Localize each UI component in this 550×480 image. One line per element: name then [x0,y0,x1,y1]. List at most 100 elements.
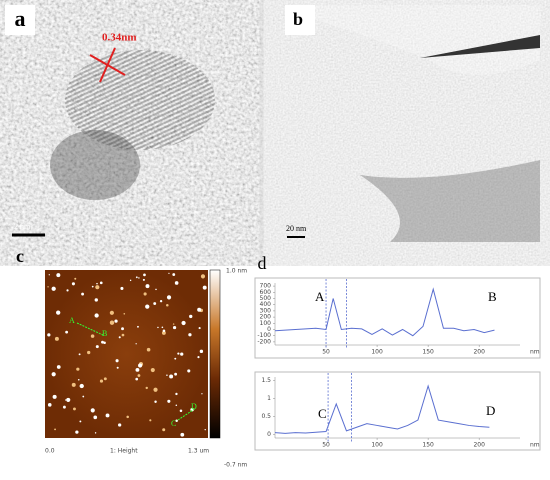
afm-particle [172,273,176,276]
flake [420,35,540,58]
color-bar [209,269,221,439]
afm-particle [48,274,50,276]
point-label: C [171,419,176,428]
y-tick-label: 1.5 [261,377,271,384]
x-tick-label: 50 [322,442,330,449]
afm-particle [109,320,115,325]
afm-particle [177,352,180,355]
afm-particle [105,413,110,418]
afm-particle [135,343,137,345]
afm-particle [90,408,95,413]
afm-particle [143,273,146,277]
x-tick-label: 200 [473,442,485,449]
afm-particle [51,286,56,291]
afm-particle [115,359,119,363]
afm-particle [47,333,51,337]
afm-particle [65,330,69,334]
afm-particle [187,369,191,373]
afm-particle [159,300,163,303]
afm-particle [93,415,98,420]
afm-particle [99,281,103,285]
point-label: A [69,316,75,325]
afm-particle [201,393,203,395]
y-tick-label: -200 [257,338,271,345]
afm-particle [120,286,124,290]
sheet-edge [285,5,540,75]
afm-particle [71,382,76,387]
afm-particle [118,423,122,427]
y-tick-label: -100 [257,332,271,339]
point-label: A [315,289,325,304]
afm-particle [197,356,200,359]
point-label: D [191,402,197,411]
afm-particle [126,415,129,419]
point-label: B [488,289,497,304]
afm-particle [74,277,77,280]
afm-particle [62,405,66,409]
afm-particle [149,419,152,422]
y-tick-label: 600 [260,289,272,296]
afm-particle [175,392,178,396]
afm-particle [145,304,150,309]
profile-line [274,287,495,337]
panel-label: d [258,253,267,273]
afm-particle [51,372,56,377]
afm-particle [52,394,57,399]
afm-particle [116,366,119,369]
lattice-label: 0.34nm [102,32,137,44]
panel-label: c [16,246,24,266]
afm-particle [129,279,132,282]
y-tick-label: 0 [267,431,271,438]
afm-particle [121,327,124,331]
afm-particle [95,345,99,349]
afm-particle [76,367,80,371]
x-end: 1.3 um [188,448,209,455]
afm-particle [198,327,201,330]
y-tick-label: 400 [260,301,272,308]
sheet-fold [360,160,540,242]
afm-particle [96,282,98,285]
x-tick-label: 150 [422,349,434,356]
afm-particle [180,352,184,356]
afm-particle [94,313,99,318]
afm-particle [168,272,170,274]
afm-particle [188,333,192,337]
afm-particle [94,298,98,302]
scale-label: 20 nm [286,224,307,233]
afm-particle [153,302,157,305]
x-tick-label: 50 [322,349,330,356]
afm-particle [137,374,141,377]
afm-particle [91,285,94,288]
afm-particle [135,377,139,381]
afm-particle [138,363,143,368]
afm-particle [94,432,97,434]
afm-particle [200,274,206,279]
afm-particle [56,365,61,369]
afm-particle [166,295,172,300]
point-label: D [486,403,495,418]
afm-particle [73,407,76,411]
x-tick-label: 150 [422,442,434,449]
afm-particle [66,397,71,403]
afm-particle [101,340,104,344]
afm-particle [109,310,114,315]
afm-particle [54,336,59,341]
afm-particle [114,319,118,323]
colorbar-max: 1.0 nm [226,268,247,275]
y-tick-label: 200 [260,314,272,321]
afm-particle [155,288,157,291]
afm-particle [180,432,185,437]
y-tick-label: 1 [267,395,271,402]
afm-particle [169,374,174,379]
afm-particle [47,403,52,407]
y-tick-label: 700 [260,283,272,290]
plot-frame [254,371,541,451]
colorbar-min: -0.7 nm [224,462,247,469]
afm-particle [150,367,155,373]
afm-particle [78,353,81,356]
profile-line [177,407,197,421]
afm-particle [145,284,150,289]
afm-particle [166,374,168,376]
channel: 1: Height [110,448,138,455]
